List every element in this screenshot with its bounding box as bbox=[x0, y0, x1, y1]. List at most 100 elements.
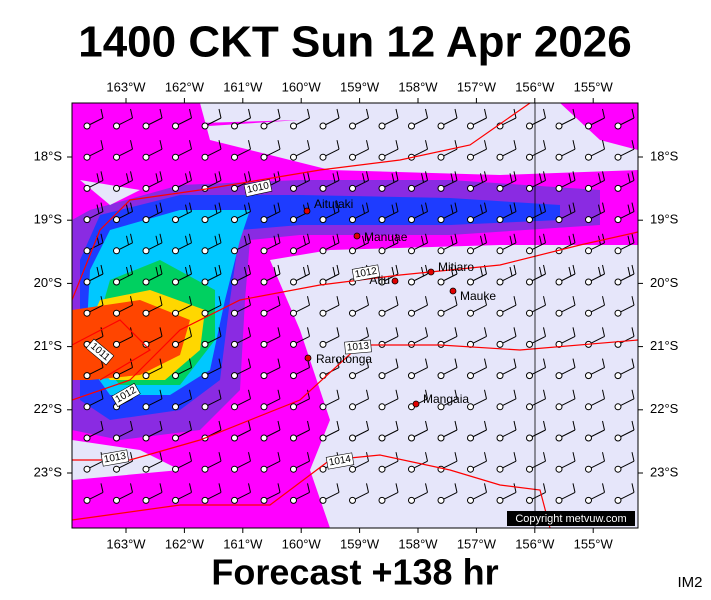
barb-station bbox=[585, 247, 592, 255]
barb-flag bbox=[248, 171, 251, 181]
barb-flag bbox=[336, 420, 340, 431]
barb-flag bbox=[631, 358, 635, 368]
barb-flag bbox=[395, 358, 399, 368]
isobar-label-text: 1014 bbox=[328, 454, 352, 469]
lat-label-right: 21°S bbox=[650, 338, 679, 353]
barb-flag bbox=[484, 140, 487, 150]
barb-flag bbox=[602, 420, 605, 431]
barb-station bbox=[260, 247, 268, 255]
barb-flag bbox=[336, 327, 340, 337]
barb-flag bbox=[214, 173, 218, 183]
isobar-label-text: 1013 bbox=[103, 451, 127, 466]
barb-flag bbox=[513, 327, 517, 337]
barb-flag bbox=[454, 389, 458, 399]
barb-station bbox=[585, 496, 592, 504]
forecast-label: Forecast +138 hr bbox=[211, 552, 498, 593]
barb-flag bbox=[454, 108, 458, 119]
barb-flag bbox=[100, 296, 104, 306]
barb-flag bbox=[366, 358, 369, 368]
barb-flag bbox=[425, 171, 428, 181]
barb-station bbox=[614, 496, 622, 504]
barb-flag bbox=[189, 452, 192, 462]
barb-flag bbox=[159, 233, 163, 243]
barb-flag bbox=[425, 108, 428, 119]
isobar-label: 1013 bbox=[100, 449, 130, 467]
barb-flag bbox=[332, 266, 336, 277]
barb-station bbox=[142, 340, 150, 348]
barb-flag bbox=[631, 327, 635, 337]
barb-station bbox=[113, 309, 120, 317]
barb-station bbox=[378, 309, 386, 317]
barb-flag bbox=[454, 483, 458, 493]
barb-flag bbox=[480, 235, 483, 245]
barb-station bbox=[290, 465, 297, 473]
isobar-label: 1014 bbox=[325, 452, 355, 470]
lat-label-right: 22°S bbox=[650, 401, 679, 416]
barb-flag bbox=[130, 483, 133, 493]
barb-station bbox=[319, 434, 327, 442]
lon-label-top: 159°W bbox=[340, 79, 380, 94]
barb-station bbox=[231, 372, 238, 380]
barb-flag bbox=[395, 233, 399, 243]
barb-flag bbox=[572, 452, 576, 462]
barb-station bbox=[83, 496, 91, 504]
barb-station bbox=[496, 403, 504, 411]
barb-station bbox=[437, 496, 445, 504]
place-dot bbox=[412, 400, 420, 408]
barb-flag bbox=[159, 327, 163, 337]
barb-flag bbox=[307, 327, 310, 337]
barb-flag bbox=[303, 235, 306, 245]
barb-station bbox=[172, 309, 179, 317]
barb-flag bbox=[159, 296, 163, 306]
barb-flag bbox=[189, 420, 192, 431]
barb-flag bbox=[307, 140, 310, 150]
lat-label-left: 19°S bbox=[34, 212, 63, 227]
barb-flag bbox=[480, 173, 483, 183]
barb-flag bbox=[248, 483, 251, 493]
barb-flag bbox=[543, 264, 546, 275]
barb-flag bbox=[362, 204, 365, 214]
place-dot bbox=[304, 354, 312, 362]
barb-station bbox=[319, 309, 327, 317]
copyright: Copyright metvuw.com bbox=[515, 513, 626, 525]
barb-flag bbox=[277, 171, 281, 181]
barb-station bbox=[585, 465, 592, 473]
barb-flag bbox=[572, 233, 576, 243]
barb-flag bbox=[159, 358, 163, 368]
barb-flag bbox=[159, 483, 163, 493]
barb-flag bbox=[543, 389, 546, 399]
barb-station bbox=[555, 372, 563, 380]
barb-station bbox=[467, 184, 474, 192]
barb-flag bbox=[336, 296, 340, 306]
barb-flag bbox=[484, 233, 487, 243]
lat-label-left: 21°S bbox=[34, 338, 63, 353]
barb-flag bbox=[602, 389, 605, 399]
barb-station bbox=[319, 122, 327, 130]
barb-flag bbox=[189, 202, 192, 212]
isobar-label: 1010 bbox=[243, 179, 273, 197]
barb-station bbox=[467, 153, 474, 161]
barb-station bbox=[231, 278, 238, 286]
barb-station bbox=[319, 465, 327, 473]
isobar-label-text: 1013 bbox=[346, 341, 370, 354]
barb-station bbox=[172, 184, 179, 192]
barb-flag bbox=[395, 483, 399, 493]
barb-flag bbox=[513, 483, 517, 493]
barb-station bbox=[614, 153, 622, 161]
barb-flag bbox=[513, 389, 517, 399]
barb-flag bbox=[273, 204, 277, 214]
barb-station bbox=[319, 247, 327, 255]
barb-flag bbox=[100, 140, 104, 150]
barb-flag bbox=[185, 266, 188, 277]
barb-flag bbox=[189, 389, 192, 399]
barb-station bbox=[467, 247, 474, 255]
barb-flag bbox=[631, 389, 635, 399]
barb-station bbox=[526, 340, 533, 348]
barb-station bbox=[349, 372, 356, 380]
isobar-label-box bbox=[85, 338, 115, 366]
barb-flag bbox=[100, 327, 104, 337]
barb-flag bbox=[218, 202, 222, 212]
map-frame bbox=[71, 102, 639, 529]
isobar-label-box bbox=[243, 179, 273, 197]
barb-station bbox=[555, 216, 563, 224]
